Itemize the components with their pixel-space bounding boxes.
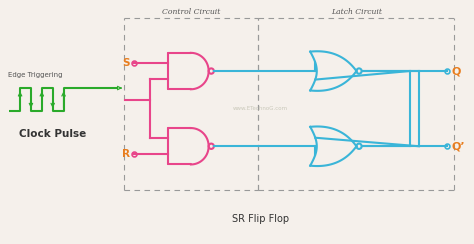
Text: Q’: Q’ <box>451 141 465 151</box>
Text: Edge Triggering: Edge Triggering <box>8 72 62 78</box>
Text: R: R <box>122 149 130 159</box>
Text: SR Flip Flop: SR Flip Flop <box>232 214 289 224</box>
Text: Control Circuit: Control Circuit <box>162 8 220 16</box>
Text: www.ETechnoG.com: www.ETechnoG.com <box>233 106 288 111</box>
Text: Clock Pulse: Clock Pulse <box>18 129 86 139</box>
Text: Latch Circuit: Latch Circuit <box>331 8 382 16</box>
Text: S: S <box>123 58 130 68</box>
Text: Q: Q <box>451 66 460 76</box>
